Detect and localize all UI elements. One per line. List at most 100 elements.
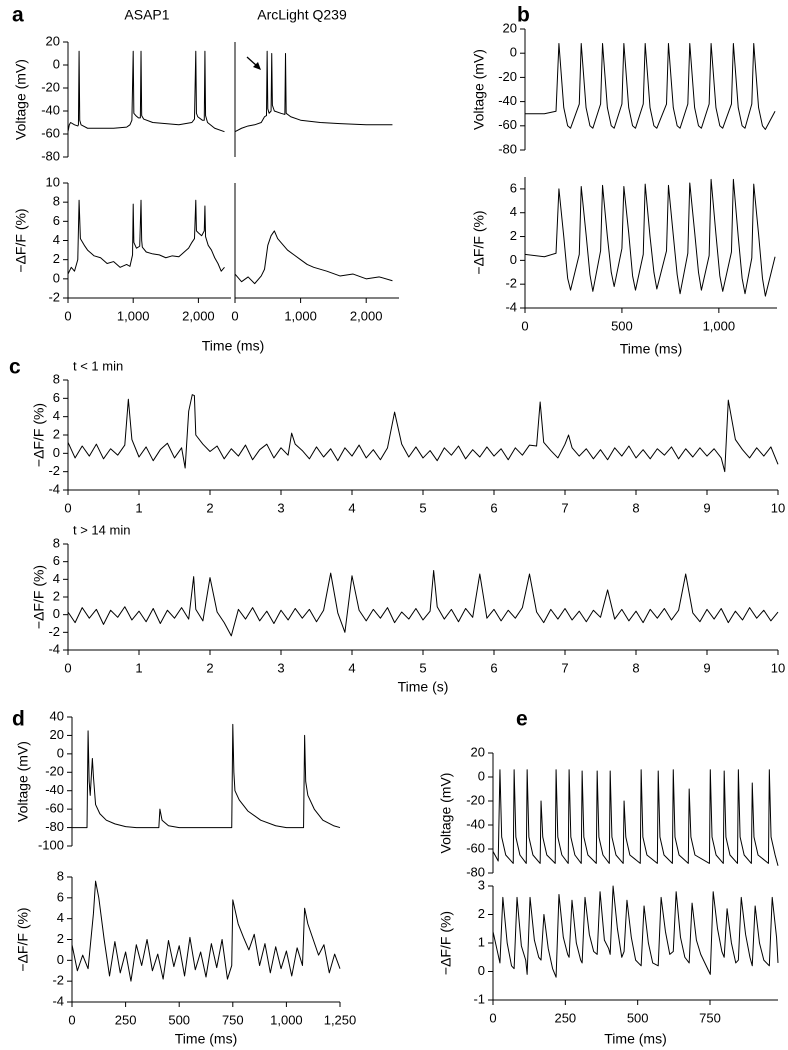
y-tick-label: 8 [53,194,60,209]
panel-letter: d [12,708,25,731]
x-tick-label: 1,000 [284,308,317,323]
y-tick-label: 6 [53,390,60,405]
panel-letter: e [516,708,528,731]
y-axis-label: −ΔF/F (%) [438,911,454,975]
y-tick-label: -80 [498,141,517,156]
y-tick-label: 4 [57,910,64,925]
annotation: t > 14 min [73,522,130,537]
x-tick-label: 4 [348,660,355,675]
x-tick-label: 1 [135,660,142,675]
y-axis-label: Voltage (mV) [15,741,31,822]
y-tick-label: -60 [498,117,517,132]
y-tick-label: 4 [53,408,60,423]
y-tick-label: 0 [510,45,517,60]
arrow-head [253,62,261,70]
y-tick-label: -40 [498,93,517,108]
y-tick-label: 8 [53,371,60,386]
trace [492,769,779,866]
y-axis-label: −ΔF/F (%) [31,565,47,629]
x-tick-label: 9 [703,500,710,515]
y-tick-label: 2 [53,251,60,266]
x-tick-label: 500 [168,1012,190,1027]
x-axis-label: Time (ms) [620,341,682,357]
x-tick-label: 2 [206,500,213,515]
trace [67,394,779,473]
x-tick-label: 7 [561,500,568,515]
x-tick-label: 5 [419,660,426,675]
y-tick-label: 4 [53,571,60,586]
y-tick-label: 8 [53,535,60,550]
y-tick-label: 0 [478,768,485,783]
x-tick-label: 0 [64,660,71,675]
x-tick-label: 500 [611,318,633,333]
x-axis-label: Time (ms) [175,1031,237,1047]
y-tick-label: -60 [466,840,485,855]
y-tick-label: 0 [53,270,60,285]
y-axis-label: −ΔF/F (%) [471,210,487,274]
y-tick-label: 1 [478,934,485,949]
x-tick-label: 1,000 [703,318,736,333]
x-tick-label: 250 [554,1010,576,1025]
y-tick-label: -60 [45,801,64,816]
y-tick-label: 2 [478,906,485,921]
y-tick-label: -20 [466,792,485,807]
y-tick-label: -4 [52,993,64,1008]
y-tick-label: -20 [498,69,517,84]
x-tick-label: 9 [703,660,710,675]
y-tick-label: 0 [53,445,60,460]
x-tick-label: 6 [490,500,497,515]
trace [234,50,393,133]
trace [67,199,225,275]
y-tick-label: -2 [48,624,60,639]
x-tick-label: 8 [632,660,639,675]
y-tick-label: -80 [41,148,60,163]
y-tick-label: 2 [57,931,64,946]
y-tick-label: 20 [46,33,60,48]
trace [67,50,225,133]
x-tick-label: 3 [277,660,284,675]
y-tick-label: 0 [57,952,64,967]
y-tick-label: 6 [57,889,64,904]
column-title: ASAP1 [124,7,169,23]
x-tick-label: 7 [561,660,568,675]
y-tick-label: -4 [505,299,517,314]
x-tick-label: 4 [348,500,355,515]
trace [524,178,776,297]
x-tick-label: 1,000 [270,1012,303,1027]
y-tick-label: 10 [46,174,60,189]
x-tick-label: 0 [64,308,71,323]
y-tick-label: 0 [53,56,60,71]
y-tick-label: -40 [41,102,60,117]
y-tick-label: 8 [57,868,64,883]
y-tick-label: -80 [45,819,64,834]
x-tick-label: 1,250 [324,1012,357,1027]
y-tick-label: -2 [505,276,517,291]
y-axis-label: Voltage (mV) [13,59,29,140]
y-tick-label: -2 [52,973,64,988]
panel-letter: b [517,4,530,27]
x-tick-label: 1 [135,500,142,515]
panel-letter: a [12,4,24,27]
y-tick-label: 20 [471,744,485,759]
x-tick-label: 3 [277,500,284,515]
x-tick-label: 0 [64,500,71,515]
y-axis-label: −ΔF/F (%) [15,907,31,971]
x-axis-label: Time (s) [398,679,449,695]
y-tick-label: -2 [48,463,60,478]
x-tick-label: 10 [771,500,785,515]
trace [71,880,341,982]
y-tick-label: -60 [41,125,60,140]
x-tick-label: 1,000 [117,308,150,323]
y-tick-label: 20 [50,727,64,742]
trace [72,723,341,829]
x-tick-label: 0 [68,1012,75,1027]
x-tick-label: 10 [771,660,785,675]
y-axis-label: −ΔF/F (%) [13,208,29,272]
arrow-shaft [246,56,258,67]
x-axis-label: Time (ms) [604,1031,666,1047]
y-tick-label: 6 [53,553,60,568]
y-tick-label: 40 [50,708,64,723]
y-tick-label: -100 [38,837,64,852]
y-tick-label: -4 [48,481,60,496]
y-tick-label: 2 [53,426,60,441]
